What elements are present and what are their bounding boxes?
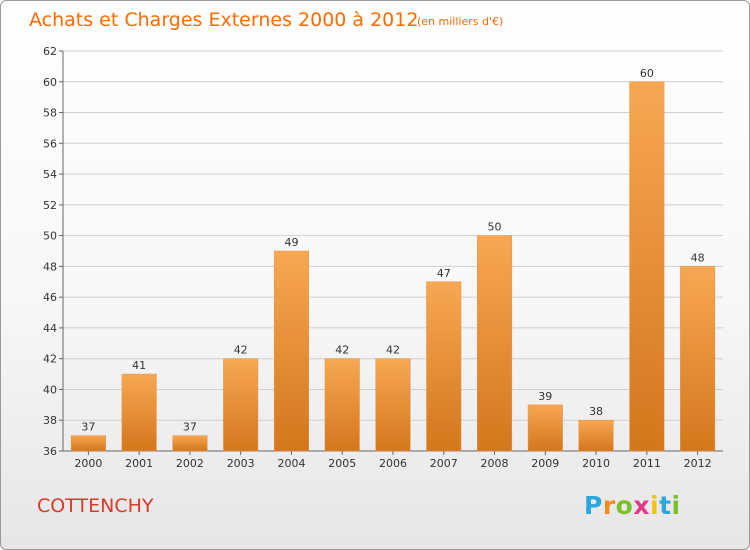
bars xyxy=(70,81,716,452)
bar-2005 xyxy=(324,358,360,452)
y-tick-label: 62 xyxy=(43,45,57,58)
y-tick-label: 50 xyxy=(43,230,57,243)
bar-2004 xyxy=(273,250,309,452)
logo-letter: o xyxy=(615,491,634,520)
value-label-2002: 37 xyxy=(183,421,197,434)
y-tick-label: 58 xyxy=(43,107,57,120)
logo-letter: P xyxy=(584,491,603,520)
bar-2008 xyxy=(477,235,513,452)
value-label-2010: 38 xyxy=(589,405,603,418)
x-tick-label: 2006 xyxy=(379,457,407,470)
bar-2001 xyxy=(121,373,157,452)
y-tick-label: 40 xyxy=(43,383,57,396)
value-label-2004: 49 xyxy=(284,236,298,249)
value-label-2005: 42 xyxy=(335,344,349,357)
logo-letter: x xyxy=(633,491,650,520)
y-tick-label: 38 xyxy=(43,414,57,427)
bar-2000 xyxy=(70,435,106,452)
logo-letter: i xyxy=(671,491,681,520)
y-tick-label: 44 xyxy=(43,322,57,335)
y-tick-label: 48 xyxy=(43,260,57,273)
value-label-2009: 39 xyxy=(538,390,552,403)
bar-2010 xyxy=(578,419,614,452)
y-tick-label: 54 xyxy=(43,168,57,181)
commune-name: COTTENCHY xyxy=(37,495,154,517)
logo-letter: i xyxy=(650,491,660,520)
y-tick-label: 60 xyxy=(43,76,57,89)
bar-2007 xyxy=(426,281,462,452)
value-label-2012: 48 xyxy=(691,251,705,264)
x-tick-label: 2008 xyxy=(481,457,509,470)
bar-2009 xyxy=(527,404,563,452)
x-tick-label: 2012 xyxy=(684,457,712,470)
x-tick-label: 2000 xyxy=(74,457,102,470)
x-tick-label: 2010 xyxy=(582,457,610,470)
y-tick-label: 46 xyxy=(43,291,57,304)
x-tick-label: 2003 xyxy=(227,457,255,470)
bar-2006 xyxy=(375,358,411,452)
bar-2002 xyxy=(172,435,208,452)
x-tick-label: 2001 xyxy=(125,457,153,470)
value-label-2008: 50 xyxy=(488,221,502,234)
bar-2003 xyxy=(223,358,259,452)
y-tick-label: 56 xyxy=(43,137,57,150)
value-label-2006: 42 xyxy=(386,344,400,357)
value-label-2011: 60 xyxy=(640,67,654,80)
proxiti-logo: Proxiti xyxy=(584,491,681,520)
value-label-2000: 37 xyxy=(81,421,95,434)
logo-letter: t xyxy=(659,491,672,520)
x-tick-label: 2007 xyxy=(430,457,458,470)
x-tick-label: 2002 xyxy=(176,457,204,470)
chart-subtitle: (en milliers d'€) xyxy=(417,15,504,28)
chart-title: Achats et Charges Externes 2000 à 2012 xyxy=(29,9,419,31)
logo-letter: r xyxy=(602,491,616,520)
x-tick-label: 2011 xyxy=(633,457,661,470)
bar-2011 xyxy=(629,81,665,452)
x-tick-label: 2009 xyxy=(531,457,559,470)
labels: 36 38 40 42 44 46 48 50 52 54 56 58 60 62 37 2000 41 2001… xyxy=(43,45,712,470)
value-label-2007: 47 xyxy=(437,267,451,280)
value-label-2001: 41 xyxy=(132,359,146,372)
y-tick-label: 36 xyxy=(43,445,57,458)
y-tick-label: 52 xyxy=(43,199,57,212)
y-tick-label: 42 xyxy=(43,353,57,366)
x-tick-label: 2004 xyxy=(277,457,305,470)
x-tick-label: 2005 xyxy=(328,457,356,470)
bar-2012 xyxy=(680,266,716,452)
value-label-2003: 42 xyxy=(234,344,248,357)
